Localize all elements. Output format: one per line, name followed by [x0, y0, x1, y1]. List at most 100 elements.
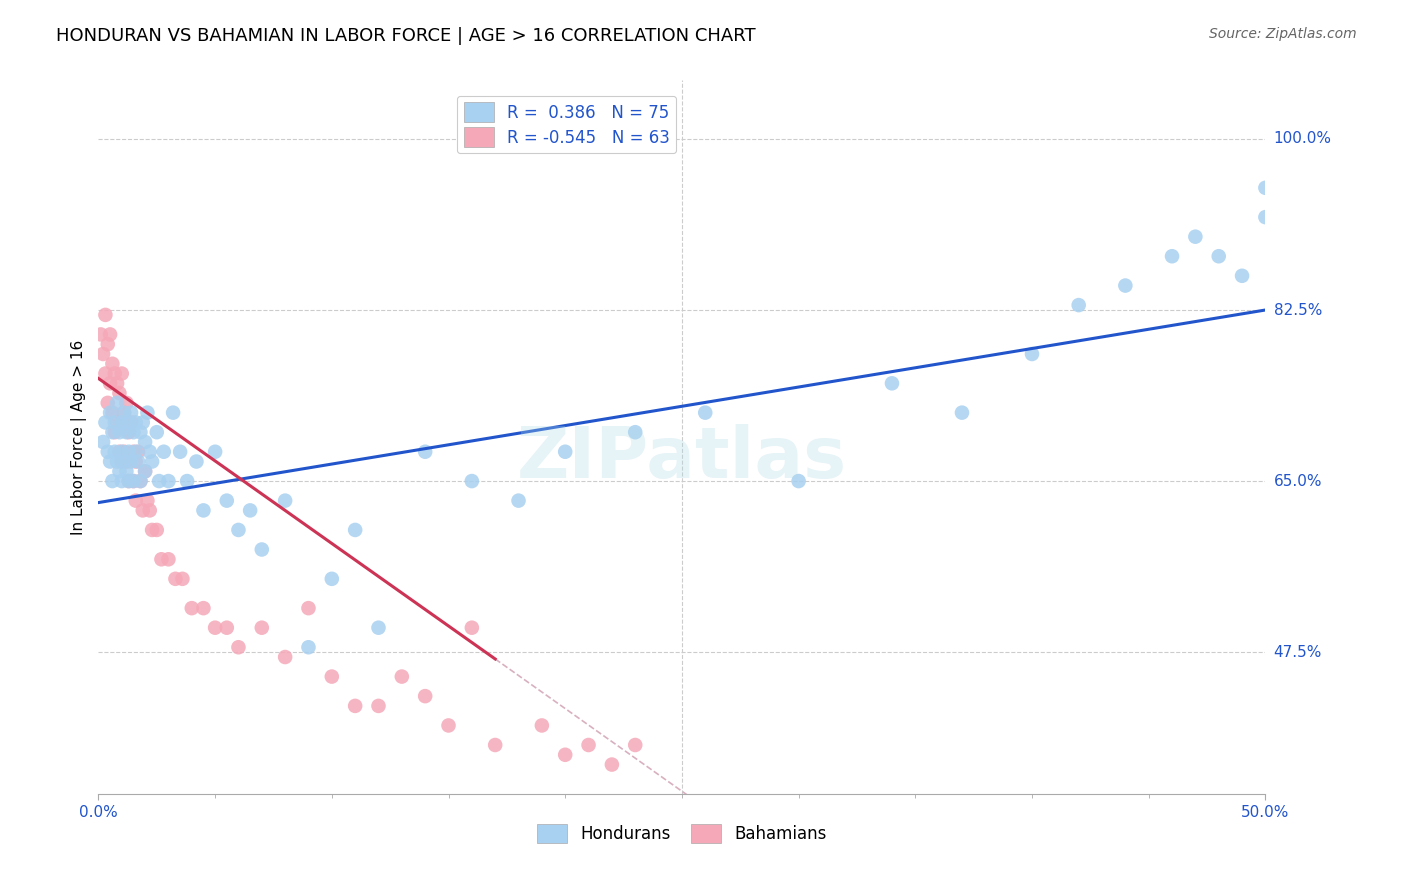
Point [165, 572, 187, 586]
Point [108, 444, 131, 458]
Point [104, 416, 127, 430]
Point [105, 376, 128, 391]
Point [97, 444, 120, 458]
Point [530, 718, 553, 732]
Point [98, 376, 121, 391]
Point [134, 464, 156, 478]
Point [1208, 249, 1230, 263]
Point [141, 523, 163, 537]
Point [101, 357, 124, 371]
Point [105, 396, 128, 410]
Point [146, 523, 169, 537]
Point [105, 454, 128, 468]
Point [1184, 229, 1206, 244]
Point [141, 454, 163, 468]
Point [321, 669, 343, 683]
Point [297, 601, 319, 615]
Point [146, 425, 169, 440]
Point [118, 416, 141, 430]
Point [108, 386, 131, 401]
Point [186, 454, 208, 468]
Point [97, 396, 120, 410]
Point [344, 698, 367, 713]
Point [193, 503, 215, 517]
Point [157, 474, 180, 488]
Point [787, 474, 810, 488]
Point [129, 425, 152, 440]
Y-axis label: In Labor Force | Age > 16: In Labor Force | Age > 16 [72, 340, 87, 534]
Point [1230, 268, 1253, 283]
Point [1254, 181, 1277, 195]
Point [250, 542, 273, 557]
Point [1021, 347, 1043, 361]
Point [111, 416, 134, 430]
Point [111, 474, 134, 488]
Text: 47.5%: 47.5% [1274, 645, 1322, 660]
Point [108, 425, 131, 440]
Point [600, 757, 623, 772]
Point [104, 444, 127, 458]
Point [172, 572, 194, 586]
Text: 100.0%: 100.0% [1274, 131, 1331, 146]
Point [461, 621, 484, 635]
Point [193, 601, 215, 615]
Point [152, 444, 174, 458]
Point [508, 493, 530, 508]
Point [321, 572, 343, 586]
Point [125, 493, 148, 508]
Text: ZIPatlas: ZIPatlas [517, 424, 846, 493]
Point [122, 425, 145, 440]
Point [437, 718, 460, 732]
Point [90, 327, 112, 342]
Point [129, 474, 152, 488]
Point [1067, 298, 1090, 312]
Point [297, 640, 319, 655]
Point [112, 444, 135, 458]
Point [98, 406, 121, 420]
Point [104, 367, 127, 381]
Text: Source: ZipAtlas.com: Source: ZipAtlas.com [1209, 27, 1357, 41]
Point [150, 552, 173, 566]
Point [176, 474, 198, 488]
Point [132, 503, 155, 517]
Point [120, 416, 142, 430]
Point [127, 454, 149, 468]
Point [950, 406, 973, 420]
Point [215, 621, 238, 635]
Point [228, 523, 250, 537]
Point [120, 454, 142, 468]
Point [101, 474, 124, 488]
Point [118, 444, 141, 458]
Legend: Hondurans, Bahamians: Hondurans, Bahamians [530, 817, 834, 850]
Point [204, 621, 226, 635]
Point [122, 474, 145, 488]
Point [391, 669, 413, 683]
Point [125, 416, 148, 430]
Point [204, 444, 226, 458]
Point [129, 474, 152, 488]
Point [413, 689, 436, 703]
Point [91, 434, 114, 449]
Point [112, 406, 135, 420]
Point [125, 454, 148, 468]
Point [228, 640, 250, 655]
Point [148, 474, 170, 488]
Point [132, 416, 155, 430]
Point [554, 747, 576, 762]
Point [554, 444, 576, 458]
Point [134, 464, 156, 478]
Point [94, 367, 117, 381]
Point [91, 347, 114, 361]
Point [250, 621, 273, 635]
Point [139, 444, 162, 458]
Point [112, 406, 135, 420]
Point [1114, 278, 1136, 293]
Point [97, 337, 120, 351]
Point [367, 621, 389, 635]
Point [880, 376, 903, 391]
Point [344, 523, 367, 537]
Point [274, 650, 297, 665]
Point [104, 425, 127, 440]
Point [484, 738, 506, 752]
Point [115, 454, 138, 468]
